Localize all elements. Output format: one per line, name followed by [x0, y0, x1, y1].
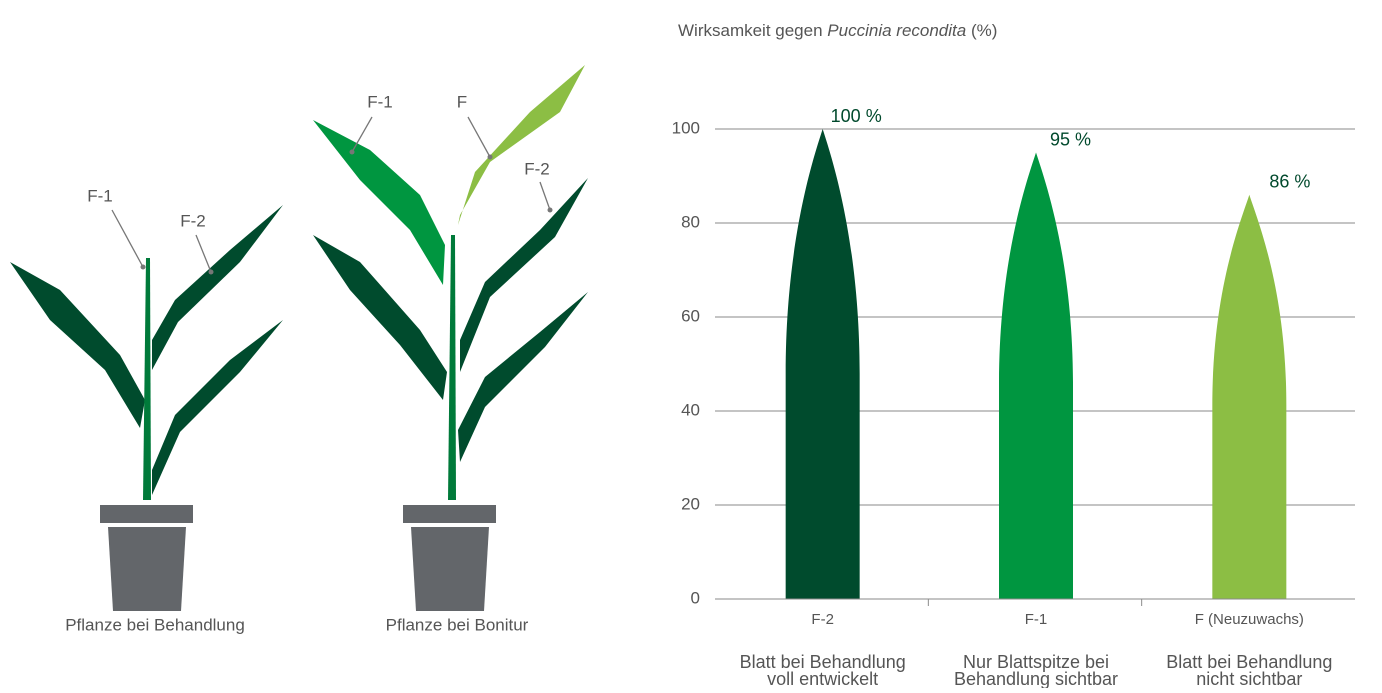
pot — [108, 527, 186, 611]
category-description: Blatt bei Behandlung — [740, 652, 906, 672]
stem — [143, 258, 151, 500]
category-description: voll entwickelt — [767, 669, 878, 688]
category-description: Behandlung sichtbar — [954, 669, 1118, 688]
callout-dot — [140, 264, 146, 270]
y-tick-label: 80 — [681, 212, 700, 231]
plant-caption: Pflanze bei Behandlung — [65, 615, 245, 634]
leaf — [313, 235, 447, 400]
callout — [467, 116, 491, 158]
title-part: Wirksamkeit gegen — [678, 21, 823, 40]
leaf-label: F-2 — [524, 159, 550, 178]
category-description: Blatt bei Behandlung — [1166, 652, 1332, 672]
callout-dot — [349, 149, 355, 155]
callout — [111, 209, 144, 268]
leaf — [152, 205, 283, 370]
leaf — [460, 178, 588, 372]
title-part: (%) — [971, 21, 997, 40]
y-tick-label: 0 — [691, 588, 700, 607]
y-tick-label: 60 — [681, 306, 700, 325]
leaf — [10, 262, 145, 428]
title-part: Puccinia recondita — [827, 21, 966, 40]
leaf — [313, 120, 445, 285]
leaf — [458, 65, 585, 225]
pot-rim — [100, 505, 193, 523]
category-description: Nur Blattspitze bei — [963, 652, 1109, 672]
y-tick-label: 20 — [681, 494, 700, 513]
callout-dot — [487, 154, 493, 160]
pot — [411, 527, 489, 611]
callout — [351, 116, 373, 153]
pot-rim — [403, 505, 496, 523]
leaf-label: F-2 — [180, 211, 206, 230]
y-tick-label: 40 — [681, 400, 700, 419]
y-tick-label: 100 — [672, 118, 700, 137]
chart-title: Wirksamkeit gegen Puccinia recondita (%) — [678, 21, 997, 40]
bar — [1212, 194, 1287, 600]
value-label: 95 % — [1050, 129, 1091, 149]
x-tick-label: F (Neuzuwachs) — [1195, 611, 1304, 628]
stem — [448, 235, 456, 500]
leaf-label: F-1 — [87, 186, 113, 205]
callout-dot — [208, 269, 214, 275]
bar — [785, 129, 860, 599]
callout-dot — [547, 207, 553, 213]
x-tick-label: F-2 — [811, 611, 834, 628]
callout — [539, 181, 551, 211]
category-description: nicht sichtbar — [1196, 669, 1302, 688]
callout — [195, 234, 212, 273]
leaf — [152, 320, 283, 495]
value-label: 86 % — [1269, 172, 1310, 192]
leaf-label: F — [457, 92, 467, 111]
plant-2: F-1 F F-2 Pflanze bei Bonitur — [313, 65, 588, 634]
leaf-label: F-1 — [367, 92, 393, 111]
x-tick-label: F-1 — [1025, 611, 1048, 628]
bar — [999, 152, 1073, 599]
plant-caption: Pflanze bei Bonitur — [386, 615, 529, 634]
plant-1: F-1 F-2 Pflanze bei Behandlung — [10, 186, 283, 634]
value-label: 100 % — [831, 106, 882, 126]
